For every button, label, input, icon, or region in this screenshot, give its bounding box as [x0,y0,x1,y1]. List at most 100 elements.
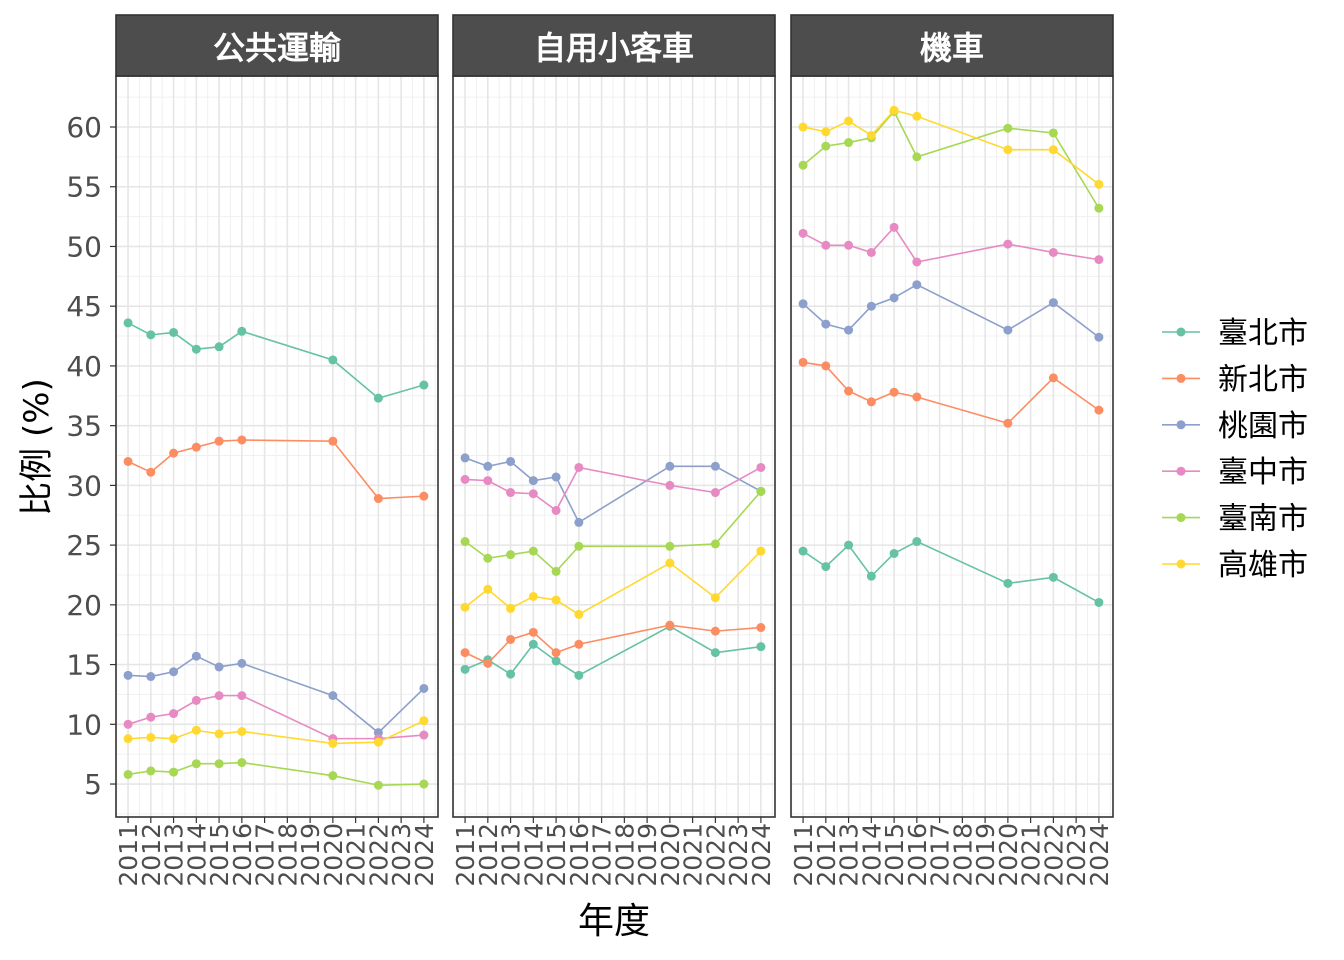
data-point [237,726,247,736]
x-tick-label: 2018 [273,823,302,887]
data-point [123,456,133,466]
data-point [866,397,876,407]
data-point [756,546,766,556]
legend-label: 臺南市 [1218,502,1308,537]
data-point [123,719,133,729]
data-point [506,634,516,644]
data-point [665,541,675,551]
data-point [798,546,808,556]
data-point [460,664,470,674]
facet-strip [452,14,776,77]
data-point [237,326,247,336]
x-tick-label: 2024 [410,823,439,887]
data-point [373,494,383,504]
y-tick-label: 45 [66,290,102,323]
x-tick-label: 2012 [812,823,841,887]
x-tick-label: 2013 [497,823,526,887]
y-tick-label: 30 [66,469,102,502]
x-tick-label: 2019 [971,823,1000,887]
data-point [460,453,470,463]
panel-background [116,76,438,817]
x-tick-label: 2014 [857,823,886,887]
data-point [169,667,179,677]
data-point [237,691,247,701]
data-point [214,662,224,672]
data-point [214,759,224,769]
x-tick-label: 2023 [1062,823,1091,887]
y-tick-label: 15 [66,649,102,682]
data-point [146,467,156,477]
x-tick-label: 2015 [205,823,234,887]
y-tick-label: 55 [66,171,102,204]
data-point [1048,373,1058,383]
data-point [237,758,247,768]
data-point [460,474,470,484]
data-point [328,436,338,446]
data-point [821,319,831,329]
data-point [146,766,156,776]
y-axis-label: 比例 (%) [17,378,57,516]
data-point [419,730,429,740]
data-point [1003,123,1013,133]
data-point [665,558,675,568]
data-point [912,537,922,547]
data-point [710,648,720,658]
x-tick-label: 2021 [679,823,708,887]
data-point [821,240,831,250]
data-point [551,472,561,482]
data-point [665,620,675,630]
data-point [1094,179,1104,189]
data-point [798,299,808,309]
data-point [214,342,224,352]
data-point [710,539,720,549]
y-tick-label: 40 [66,350,102,383]
data-point [506,603,516,613]
data-point [214,436,224,446]
data-point [146,712,156,722]
legend-label: 臺北市 [1218,316,1308,351]
data-point [551,595,561,605]
data-point [844,540,854,550]
x-axis-label: 年度 [578,901,650,942]
data-point [844,386,854,396]
data-point [889,222,899,232]
x-tick-label: 2021 [342,823,371,887]
x-tick-label: 2011 [451,823,480,887]
data-point [123,769,133,779]
x-tick-label: 2018 [610,823,639,887]
y-tick-label: 60 [66,111,102,144]
data-point [506,669,516,679]
data-point [710,461,720,471]
data-point [214,729,224,739]
panel-1: 自用小客車 20112012201320142015201620172018201… [451,14,776,887]
legend-key-point [1176,420,1186,430]
y-tick-label: 35 [66,410,102,443]
x-tick-label: 2017 [251,823,280,887]
data-point [506,456,516,466]
data-point [191,442,201,452]
legend-item: 桃園市 [1162,409,1308,444]
data-point [328,738,338,748]
data-point [756,642,766,652]
data-point [460,537,470,547]
data-point [419,380,429,390]
data-point [889,548,899,558]
data-point [214,691,224,701]
data-point [191,759,201,769]
x-tick-label: 2019 [633,823,662,887]
x-tick-label: 2016 [565,823,594,887]
data-point [373,393,383,403]
data-point [1003,418,1013,428]
data-point [866,571,876,581]
data-point [889,387,899,397]
data-point [1094,332,1104,342]
data-point [710,488,720,498]
data-point [821,361,831,371]
x-tick-label: 2015 [542,823,571,887]
data-point [460,602,470,612]
data-point [419,491,429,501]
data-point [1003,239,1013,249]
x-tick-label: 2016 [903,823,932,887]
data-point [191,651,201,661]
data-point [798,357,808,367]
